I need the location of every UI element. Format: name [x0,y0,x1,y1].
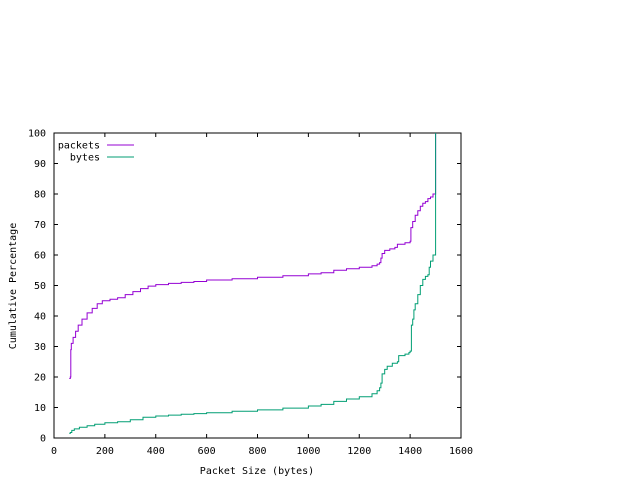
x-tick-label: 800 [248,446,266,457]
y-tick-label: 20 [34,373,46,384]
y-tick-label: 60 [34,251,46,262]
y-tick-label: 40 [34,312,46,323]
x-tick-label: 1400 [398,446,422,457]
x-tick-label: 0 [51,446,57,457]
y-tick-label: 100 [28,129,46,140]
x-tick-label: 1000 [296,446,320,457]
x-tick-label: 400 [147,446,165,457]
x-ticks: 0 200 400 600 800 1000 1200 1400 1600 [51,133,473,457]
y-tick-label: 70 [34,220,46,231]
y-tick-label: 90 [34,159,46,170]
series-lines [69,133,437,434]
y-axis-label: Cumulative Percentage [8,223,19,349]
x-tick-label: 1200 [347,446,371,457]
legend-label-packets: packets [58,141,100,152]
y-ticks: 0 10 20 30 40 50 60 70 80 90 100 [28,129,461,445]
plot-frame [53,132,462,439]
series-line-bytes [69,133,437,434]
x-axis-label: Packet Size (bytes) [200,466,314,477]
x-tick-label: 200 [96,446,114,457]
y-tick-label: 0 [40,434,46,445]
x-tick-label: 600 [198,446,216,457]
x-tick-label: 1600 [449,446,473,457]
y-tick-label: 30 [34,342,46,353]
y-tick-label: 10 [34,403,46,414]
y-tick-label: 80 [34,190,46,201]
series-line-packets [69,133,437,379]
legend-label-bytes: bytes [70,153,100,164]
y-tick-label: 50 [34,281,46,292]
